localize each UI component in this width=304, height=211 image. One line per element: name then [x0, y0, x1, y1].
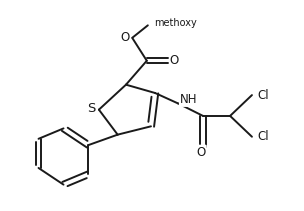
Text: S: S	[88, 102, 96, 115]
Text: O: O	[196, 146, 206, 159]
Text: Cl: Cl	[258, 130, 269, 143]
Text: O: O	[170, 54, 179, 67]
Text: O: O	[121, 31, 130, 44]
Text: methoxy: methoxy	[154, 18, 197, 28]
Text: Cl: Cl	[258, 89, 269, 101]
Text: NH: NH	[180, 93, 198, 106]
